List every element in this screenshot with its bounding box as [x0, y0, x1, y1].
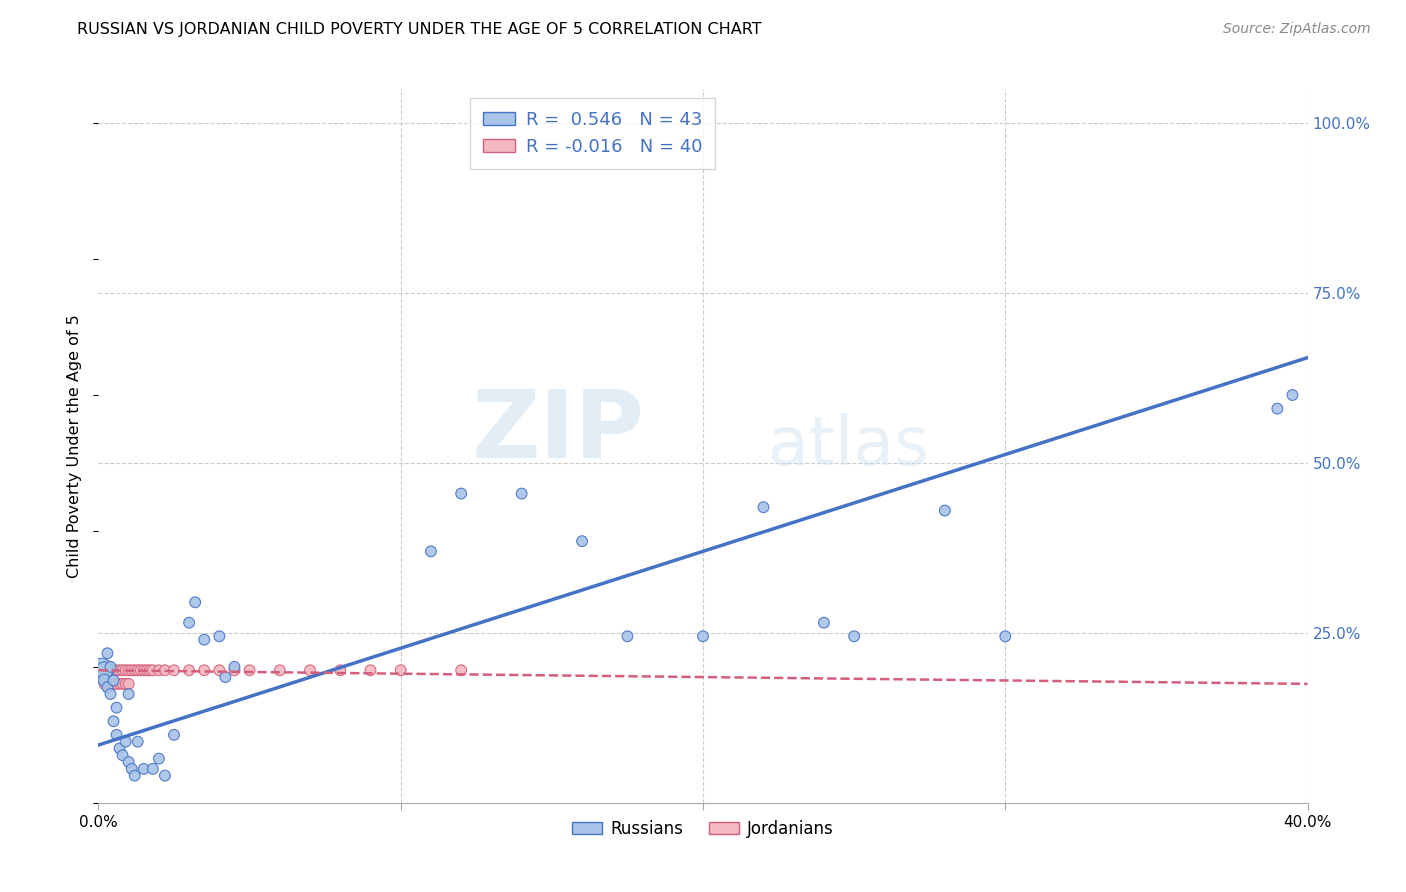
Point	[93, 673, 115, 688]
Point	[153, 769, 176, 783]
Y-axis label: Child Poverty Under the Age of 5: Child Poverty Under the Age of 5	[67, 314, 83, 578]
Point	[108, 677, 131, 691]
Point	[616, 629, 638, 643]
Point	[329, 663, 352, 677]
Point	[571, 534, 593, 549]
Point	[813, 615, 835, 630]
Point	[450, 486, 472, 500]
Point	[752, 500, 775, 515]
Point	[127, 734, 149, 748]
Point	[148, 751, 170, 765]
Point	[844, 629, 866, 643]
Point	[360, 663, 382, 677]
Point	[96, 680, 118, 694]
Point	[96, 663, 118, 677]
Point	[214, 670, 236, 684]
Point	[1281, 388, 1303, 402]
Point	[114, 663, 136, 677]
Point	[148, 663, 170, 677]
Point	[135, 663, 157, 677]
Point	[269, 663, 291, 677]
Point	[96, 646, 118, 660]
Point	[127, 663, 149, 677]
Point	[450, 663, 472, 677]
Point	[118, 677, 141, 691]
Point	[105, 728, 128, 742]
Point	[121, 663, 143, 677]
Point	[114, 677, 136, 691]
Point	[124, 769, 146, 783]
Point	[103, 663, 125, 677]
Point	[142, 663, 165, 677]
Point	[179, 663, 201, 677]
Point	[184, 595, 207, 609]
Point	[124, 663, 146, 677]
Point	[93, 663, 115, 677]
Text: RUSSIAN VS JORDANIAN CHILD POVERTY UNDER THE AGE OF 5 CORRELATION CHART: RUSSIAN VS JORDANIAN CHILD POVERTY UNDER…	[77, 22, 762, 37]
Point	[208, 663, 231, 677]
Point	[111, 677, 134, 691]
Point	[100, 687, 122, 701]
Point	[100, 663, 122, 677]
Point	[142, 762, 165, 776]
Point	[139, 663, 162, 677]
Point	[105, 677, 128, 691]
Point	[163, 728, 186, 742]
Point	[93, 663, 115, 677]
Point	[132, 663, 155, 677]
Point	[103, 714, 125, 729]
Point	[93, 677, 115, 691]
Text: atlas: atlas	[768, 413, 928, 479]
Point	[132, 762, 155, 776]
Point	[299, 663, 322, 677]
Point	[90, 663, 112, 677]
Point	[118, 663, 141, 677]
Point	[224, 660, 246, 674]
Point	[193, 663, 215, 677]
Point	[108, 741, 131, 756]
Text: Source: ZipAtlas.com: Source: ZipAtlas.com	[1223, 22, 1371, 37]
Point	[208, 629, 231, 643]
Point	[934, 503, 956, 517]
Point	[510, 486, 533, 500]
Point	[121, 762, 143, 776]
Point	[111, 748, 134, 763]
Point	[420, 544, 443, 558]
Point	[105, 700, 128, 714]
Point	[90, 663, 112, 677]
Point	[193, 632, 215, 647]
Point	[239, 663, 262, 677]
Point	[179, 615, 201, 630]
Point	[692, 629, 714, 643]
Point	[153, 663, 176, 677]
Point	[994, 629, 1017, 643]
Point	[100, 660, 122, 674]
Point	[224, 663, 246, 677]
Point	[108, 663, 131, 677]
Text: ZIP: ZIP	[471, 385, 644, 478]
Point	[105, 663, 128, 677]
Point	[129, 663, 152, 677]
Point	[118, 755, 141, 769]
Legend: Russians, Jordanians: Russians, Jordanians	[565, 814, 841, 845]
Point	[111, 663, 134, 677]
Point	[1267, 401, 1289, 416]
Point	[103, 673, 125, 688]
Point	[103, 677, 125, 691]
Point	[96, 677, 118, 691]
Point	[114, 734, 136, 748]
Point	[118, 687, 141, 701]
Point	[163, 663, 186, 677]
Point	[389, 663, 412, 677]
